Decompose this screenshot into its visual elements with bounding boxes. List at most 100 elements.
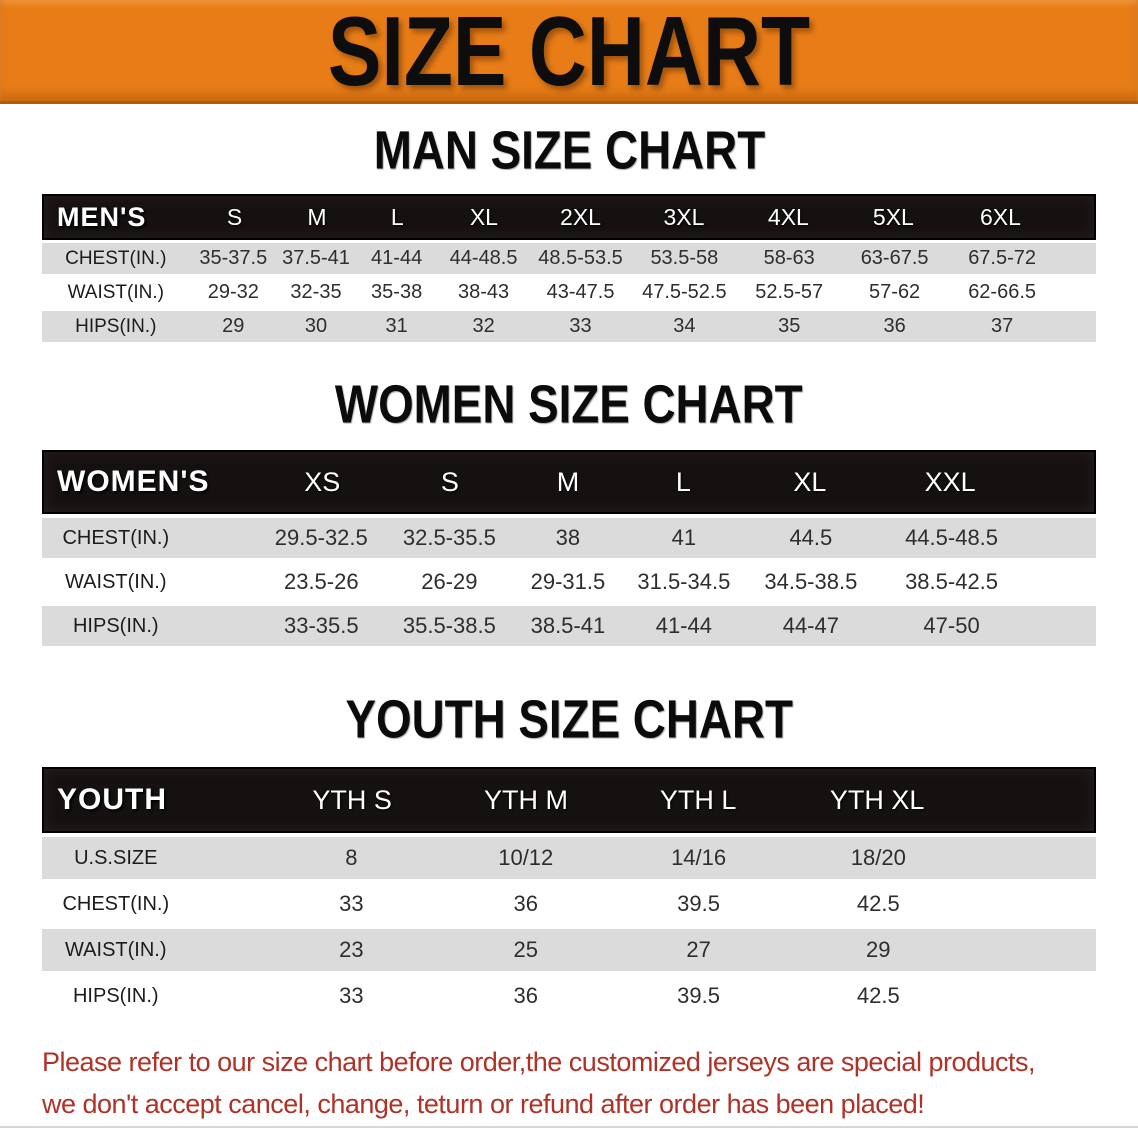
table-row: CHEST(IN.) 33 36 39.5 42.5 bbox=[42, 883, 1096, 925]
men-table-header-label: MEN'S bbox=[57, 201, 147, 232]
measure-value: 67.5-72 bbox=[968, 247, 1037, 269]
measure-value: 33 bbox=[569, 315, 592, 337]
measure-value: 23.5-26 bbox=[283, 569, 359, 594]
measure-value: 41-44 bbox=[655, 613, 712, 638]
measure-value: 43-47.5 bbox=[546, 281, 615, 303]
size-column-header: YTH L bbox=[659, 784, 737, 815]
size-column-header: YTH M bbox=[483, 784, 568, 815]
measure-value: 47.5-52.5 bbox=[642, 281, 727, 303]
size-column-header: XXL bbox=[924, 466, 976, 497]
measure-value: 18/20 bbox=[850, 845, 906, 870]
measure-value: 41 bbox=[671, 525, 697, 550]
measure-value: 33 bbox=[339, 983, 364, 1008]
measure-value: 34.5-38.5 bbox=[764, 569, 858, 594]
row-label: WAIST(IN.) bbox=[65, 938, 167, 961]
measure-value: 32 bbox=[472, 315, 495, 337]
youth-size-table: YOUTH YTH S YTH M YTH L YTH XL U.S.SIZE … bbox=[42, 767, 1096, 1017]
size-column-header: M bbox=[556, 466, 580, 497]
row-label: CHEST(IN.) bbox=[62, 526, 170, 549]
banner-title: SIZE CHART bbox=[327, 0, 811, 106]
measure-value: 44.5 bbox=[789, 525, 833, 550]
row-label: WAIST(IN.) bbox=[67, 281, 164, 303]
size-column-header: S bbox=[440, 466, 459, 497]
measure-value: 37.5-41 bbox=[282, 247, 350, 269]
measure-value: 25 bbox=[513, 937, 538, 962]
measure-value: 39.5 bbox=[677, 891, 720, 916]
measure-value: 14/16 bbox=[671, 845, 727, 870]
measure-value: 29.5-32.5 bbox=[274, 525, 368, 550]
measure-value: 37 bbox=[990, 315, 1014, 337]
table-row: CHEST(IN.) 35-37.5 37.5-41 41-44 44-48.5… bbox=[42, 243, 1096, 274]
measure-value: 44-48.5 bbox=[449, 247, 518, 269]
women-table-header-label: WOMEN'S bbox=[57, 465, 210, 498]
measure-value: 23 bbox=[339, 937, 364, 962]
table-row: WAIST(IN.) 29-32 32-35 35-38 38-43 43-47… bbox=[42, 277, 1096, 308]
measure-value: 32.5-35.5 bbox=[402, 525, 496, 550]
row-label: HIPS(IN.) bbox=[75, 315, 157, 337]
table-row: WAIST(IN.) 23 25 27 29 bbox=[42, 929, 1096, 971]
measure-value: 10/12 bbox=[498, 845, 554, 870]
size-chart-banner: SIZE CHART bbox=[0, 0, 1138, 104]
measure-value: 62-66.5 bbox=[968, 281, 1037, 303]
measure-value: 33 bbox=[339, 891, 364, 916]
measure-value: 29 bbox=[222, 315, 245, 337]
youth-table-header-row: YOUTH YTH S YTH M YTH L YTH XL bbox=[42, 767, 1096, 833]
measure-value: 58-63 bbox=[763, 247, 815, 269]
table-row: CHEST(IN.) 29.5-32.5 32.5-35.5 38 41 44.… bbox=[42, 518, 1096, 558]
measure-value: 35-37.5 bbox=[199, 247, 268, 269]
table-row: HIPS(IN.) 29 30 31 32 33 34 35 36 37 bbox=[42, 311, 1096, 342]
measure-value: 35 bbox=[778, 315, 801, 337]
table-row: WAIST(IN.) 23.5-26 26-29 29-31.5 31.5-34… bbox=[42, 562, 1096, 602]
measure-value: 44.5-48.5 bbox=[905, 525, 999, 550]
order-disclaimer-note: Please refer to our size chart before or… bbox=[42, 1041, 1108, 1125]
measure-value: 38.5-41 bbox=[530, 613, 606, 638]
measure-value: 53.5-58 bbox=[650, 247, 719, 269]
size-column-header: 4XL bbox=[767, 203, 809, 230]
size-column-header: YTH S bbox=[312, 784, 392, 815]
measure-value: 57-62 bbox=[869, 281, 921, 303]
size-column-header: XS bbox=[304, 466, 341, 497]
men-section: MAN SIZE CHART MEN'S S M L XL 2XL 3XL 4X… bbox=[0, 120, 1138, 342]
row-label: CHEST(IN.) bbox=[62, 892, 170, 915]
women-size-table: WOMEN'S XS S M L XL XXL CHEST(IN.) 29.5-… bbox=[42, 450, 1096, 646]
row-label: HIPS(IN.) bbox=[72, 984, 159, 1007]
size-column-header: 5XL bbox=[872, 203, 914, 230]
measure-value: 38-43 bbox=[458, 281, 510, 303]
measure-value: 8 bbox=[345, 845, 358, 870]
size-column-header: L bbox=[390, 203, 404, 230]
size-column-header: L bbox=[675, 466, 691, 497]
size-column-header: S bbox=[226, 203, 243, 230]
men-table-body: CHEST(IN.) 35-37.5 37.5-41 41-44 44-48.5… bbox=[42, 243, 1096, 342]
measure-value: 29-31.5 bbox=[530, 569, 606, 594]
measure-value: 35-38 bbox=[371, 281, 423, 303]
measure-value: 41-44 bbox=[371, 247, 423, 269]
size-column-header: M bbox=[307, 203, 327, 230]
women-table-header-row: WOMEN'S XS S M L XL XXL bbox=[42, 450, 1096, 514]
measure-value: 52.5-57 bbox=[755, 281, 824, 303]
row-label: WAIST(IN.) bbox=[65, 570, 167, 593]
measure-value: 26-29 bbox=[421, 569, 478, 594]
men-section-title: MAN SIZE CHART bbox=[373, 120, 765, 182]
youth-table-header-label: YOUTH bbox=[57, 783, 167, 816]
measure-value: 36 bbox=[883, 315, 906, 337]
size-column-header: YTH XL bbox=[829, 784, 925, 815]
table-row: U.S.SIZE 8 10/12 14/16 18/20 bbox=[42, 837, 1096, 879]
measure-value: 33-35.5 bbox=[283, 613, 359, 638]
table-row: HIPS(IN.) 33 36 39.5 42.5 bbox=[42, 975, 1096, 1017]
size-column-header: XL bbox=[469, 203, 498, 230]
measure-value: 47-50 bbox=[923, 613, 980, 638]
measure-value: 29 bbox=[866, 937, 891, 962]
measure-value: 32-35 bbox=[290, 281, 342, 303]
youth-section: YOUTH SIZE CHART YOUTH YTH S YTH M YTH L… bbox=[0, 689, 1138, 1017]
women-section: WOMEN SIZE CHART WOMEN'S XS S M L XL XXL… bbox=[0, 378, 1138, 646]
disclaimer-line-2: we don't accept cancel, change, teturn o… bbox=[42, 1089, 925, 1119]
measure-value: 44-47 bbox=[782, 613, 839, 638]
men-size-table: MEN'S S M L XL 2XL 3XL 4XL 5XL 6XL CHEST… bbox=[42, 194, 1096, 342]
youth-section-title: YOUTH SIZE CHART bbox=[345, 689, 793, 751]
measure-value: 36 bbox=[513, 891, 538, 916]
measure-value: 36 bbox=[513, 983, 538, 1008]
size-column-header: XL bbox=[793, 466, 827, 497]
size-column-header: 6XL bbox=[980, 203, 1021, 230]
measure-value: 34 bbox=[673, 315, 696, 337]
row-label: HIPS(IN.) bbox=[72, 614, 159, 637]
